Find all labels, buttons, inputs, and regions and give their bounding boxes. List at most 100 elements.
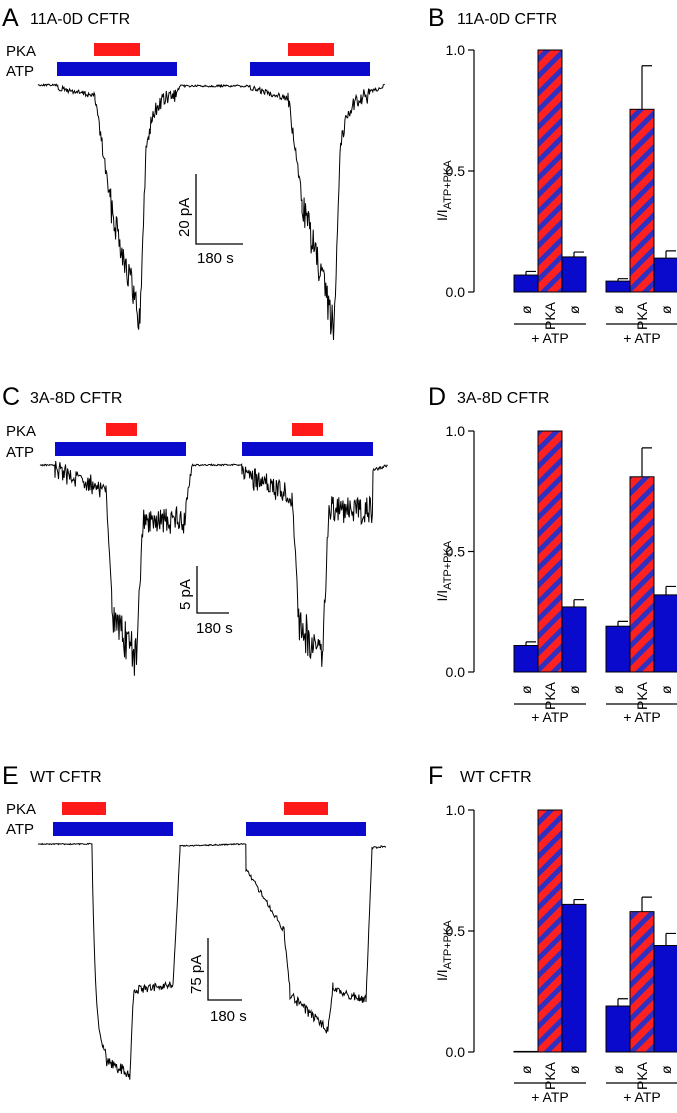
category-label: ø xyxy=(658,685,674,694)
category-label: ø xyxy=(610,1065,626,1074)
y-tick-label: 1.0 xyxy=(446,423,466,439)
category-label: ø xyxy=(518,305,534,314)
panel-a-atp-bar-1 xyxy=(57,62,177,76)
panel-e-scale-bar xyxy=(207,938,242,1001)
bar-control xyxy=(653,945,677,1053)
panel-c-pka-bar-1 xyxy=(106,423,137,436)
group-label: + ATP xyxy=(531,709,568,725)
panel-e-atp-bar-2 xyxy=(246,822,366,836)
bar-control xyxy=(653,594,677,673)
panel-a-scale-y-label: 20 pA xyxy=(176,198,193,237)
category-label: ø xyxy=(610,685,626,694)
panel-f-letter: F xyxy=(428,762,443,790)
y-axis-label: I/IATP+PKA xyxy=(434,920,454,981)
bar-control xyxy=(653,257,677,293)
panel-c-atp-bar-1 xyxy=(55,442,186,456)
error-bar xyxy=(665,932,676,946)
panel-e-letter: E xyxy=(2,762,19,790)
panel-a-scale-bar xyxy=(195,174,243,245)
bar-pka xyxy=(537,809,563,1053)
y-tick-label: 1.0 xyxy=(446,802,466,818)
y-tick-label: 0.0 xyxy=(446,664,466,680)
panel-a-pka-label: PKA xyxy=(6,43,36,60)
panel-c-scale-x-label: 180 s xyxy=(196,620,233,637)
panel-c-letter: C xyxy=(2,383,20,411)
panel-a-current-trace xyxy=(37,83,385,341)
panel-b-letter: B xyxy=(428,4,445,32)
panel-e-pka-label: PKA xyxy=(6,801,36,818)
panel-a-scale-x-label: 180 s xyxy=(197,250,234,267)
panel-d-letter: D xyxy=(428,383,446,411)
error-bar xyxy=(573,898,584,905)
panel-f-title: WT CFTR xyxy=(460,769,532,786)
group-label: + ATP xyxy=(623,1089,660,1105)
bar-control xyxy=(605,625,631,673)
panel-a-title: 11A-0D CFTR xyxy=(30,11,130,28)
bar-pka xyxy=(537,430,563,673)
group-label: + ATP xyxy=(623,330,660,346)
panel-c-atp-label: ATP xyxy=(6,444,34,461)
error-bar xyxy=(641,447,652,477)
panel-d-chart: D 3A-8D CFTR 0.0 0.5 1.0 I/IATP+PKA ø PKA ø + A… xyxy=(428,383,677,725)
error-bar xyxy=(641,896,652,912)
category-label: PKA xyxy=(634,301,650,330)
y-axis-label: I/IATP+PKA xyxy=(434,160,454,221)
bar-control xyxy=(605,280,631,293)
bar-pka xyxy=(537,49,563,293)
error-bar xyxy=(573,599,584,607)
error-bar xyxy=(573,251,584,257)
panel-e-pka-bar-2 xyxy=(284,802,328,815)
panel-c-pka-bar-2 xyxy=(292,423,323,436)
y-axis-label: I/IATP+PKA xyxy=(434,540,454,601)
category-label: PKA xyxy=(634,1061,650,1090)
error-bar xyxy=(617,998,628,1007)
category-label: PKA xyxy=(634,681,650,710)
bar-control xyxy=(513,1050,539,1053)
error-bar xyxy=(617,620,628,627)
error-bar xyxy=(665,585,676,595)
group-label: + ATP xyxy=(531,330,568,346)
panel-a-trace: A 11A-0D CFTR PKA ATP 20 pA 180 s xyxy=(2,4,385,341)
bar-control xyxy=(513,274,539,293)
category-label: ø xyxy=(566,685,582,694)
panel-c-atp-bar-2 xyxy=(242,442,373,456)
y-tick-label: 0.0 xyxy=(446,1044,466,1060)
panel-e-scale-x-label: 180 s xyxy=(210,1008,247,1025)
panel-c-pka-label: PKA xyxy=(6,423,36,440)
panel-e-trace: E WT CFTR PKA ATP 75 pA 180 s xyxy=(2,762,387,1080)
group-label: + ATP xyxy=(623,709,660,725)
group-label: + ATP xyxy=(531,1089,568,1105)
y-tick-label: 0.5 xyxy=(446,923,466,939)
bar-pka xyxy=(629,108,655,293)
error-bar xyxy=(525,641,536,646)
y-tick-label: 0.5 xyxy=(446,544,466,560)
y-tick-label: 0.0 xyxy=(446,284,466,300)
y-tick-label: 0.5 xyxy=(446,163,466,179)
error-bar xyxy=(525,270,536,276)
category-label: PKA xyxy=(542,301,558,330)
bar-control xyxy=(561,903,587,1053)
category-label: PKA xyxy=(542,681,558,710)
error-bar xyxy=(641,65,652,110)
error-bar xyxy=(617,278,628,282)
panel-a-atp-label: ATP xyxy=(6,63,34,80)
bar-control xyxy=(605,1005,631,1053)
panel-e-atp-label: ATP xyxy=(6,821,34,838)
panel-a-atp-bar-2 xyxy=(250,62,370,76)
panel-a-letter: A xyxy=(2,4,19,32)
panel-c-scale-y-label: 5 pA xyxy=(177,579,194,610)
category-label: ø xyxy=(658,305,674,314)
category-label: ø xyxy=(566,1065,582,1074)
panel-a-pka-bar-2 xyxy=(288,43,334,56)
panel-e-title: WT CFTR xyxy=(30,769,102,786)
category-label: PKA xyxy=(542,1061,558,1090)
panel-c-scale-bar xyxy=(196,566,229,614)
panel-e-scale-y-label: 75 pA xyxy=(188,955,205,994)
error-bar xyxy=(665,250,676,259)
bar-pka xyxy=(629,476,655,673)
category-label: ø xyxy=(518,685,534,694)
panel-c-trace: C 3A-8D CFTR PKA ATP 5 pA 180 s xyxy=(2,383,388,676)
category-label: ø xyxy=(610,305,626,314)
category-label: ø xyxy=(518,1065,534,1074)
panel-d-title: 3A-8D CFTR xyxy=(457,390,549,407)
